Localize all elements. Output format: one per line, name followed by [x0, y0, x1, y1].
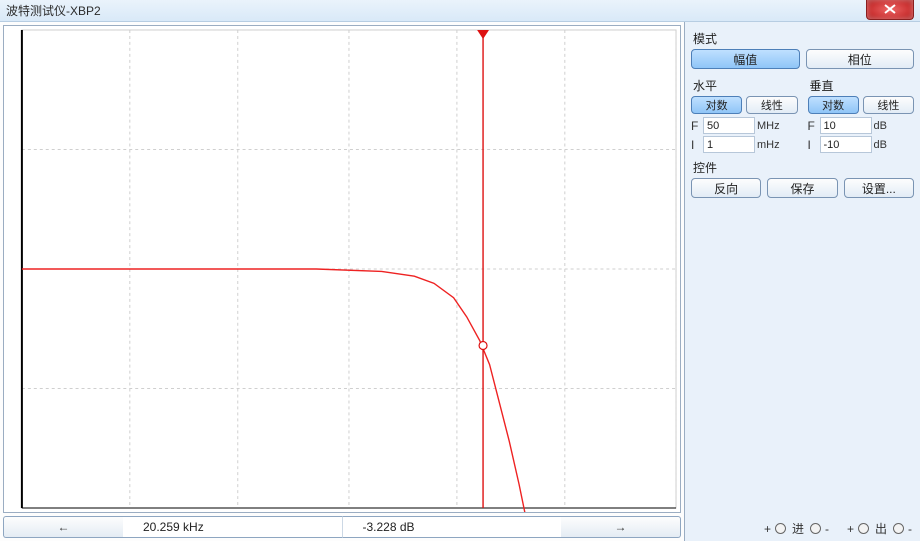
vert-log-button[interactable]: 对数 [808, 96, 859, 114]
horiz-F-input[interactable] [703, 117, 755, 134]
input-terminals: + 进 - [764, 520, 829, 537]
minus-label: - [908, 522, 912, 536]
vert-F-input[interactable] [820, 117, 872, 134]
in-minus-terminal[interactable] [810, 523, 821, 534]
horiz-F-unit: MHz [757, 120, 785, 132]
cursor-right-button[interactable]: → [561, 516, 681, 538]
in-plus-terminal[interactable] [775, 523, 786, 534]
horiz-I-input[interactable] [703, 136, 755, 153]
horiz-I-label: I [691, 138, 701, 152]
horiz-F-label: F [691, 119, 701, 133]
vert-F-unit: dB [874, 120, 902, 132]
mode-label: 模式 [693, 30, 914, 47]
horiz-I-unit: mHz [757, 139, 785, 151]
vert-linear-button[interactable]: 线性 [863, 96, 914, 114]
title-bar: 波特测试仪-XBP2 [0, 0, 920, 22]
vert-F-label: F [808, 119, 818, 133]
output-terminals: + 出 - [847, 520, 912, 537]
plus-label: + [764, 522, 771, 536]
in-label: 进 [792, 520, 804, 537]
arrow-left-icon: ← [58, 520, 70, 534]
window-title: 波特测试仪-XBP2 [6, 2, 101, 19]
controls-panel: 模式 幅值 相位 水平 对数 线性 F MHz I mHz [685, 22, 920, 541]
vert-I-label: I [808, 138, 818, 152]
plot-panel: ← 20.259 kHz -3.228 dB → [0, 22, 685, 541]
reverse-button[interactable]: 反向 [691, 178, 761, 198]
horizontal-label: 水平 [693, 77, 798, 94]
horizontal-group: 水平 对数 线性 F MHz I mHz [691, 73, 798, 155]
frequency-readout: 20.259 kHz [123, 516, 342, 538]
out-minus-terminal[interactable] [893, 523, 904, 534]
save-button[interactable]: 保存 [767, 178, 837, 198]
status-bar: ← 20.259 kHz -3.228 dB → [3, 516, 681, 538]
vert-I-unit: dB [874, 139, 902, 151]
cursor-left-button[interactable]: ← [3, 516, 123, 538]
settings-button[interactable]: 设置... [844, 178, 914, 198]
controls-label: 控件 [693, 159, 914, 176]
phase-button[interactable]: 相位 [806, 49, 915, 69]
vertical-group: 垂直 对数 线性 F dB I dB [808, 73, 915, 155]
horiz-linear-button[interactable]: 线性 [746, 96, 797, 114]
arrow-right-icon: → [615, 520, 627, 534]
vert-I-input[interactable] [820, 136, 872, 153]
magnitude-readout: -3.228 dB [342, 516, 562, 538]
out-plus-terminal[interactable] [858, 523, 869, 534]
close-button[interactable] [866, 0, 914, 20]
plus-label: + [847, 522, 854, 536]
magnitude-button[interactable]: 幅值 [691, 49, 800, 69]
minus-label: - [825, 522, 829, 536]
out-label: 出 [875, 520, 887, 537]
close-icon [884, 4, 896, 14]
vertical-label: 垂直 [810, 77, 915, 94]
horiz-log-button[interactable]: 对数 [691, 96, 742, 114]
io-footer: + 进 - + 出 - [764, 520, 912, 537]
bode-plot[interactable] [3, 25, 681, 513]
